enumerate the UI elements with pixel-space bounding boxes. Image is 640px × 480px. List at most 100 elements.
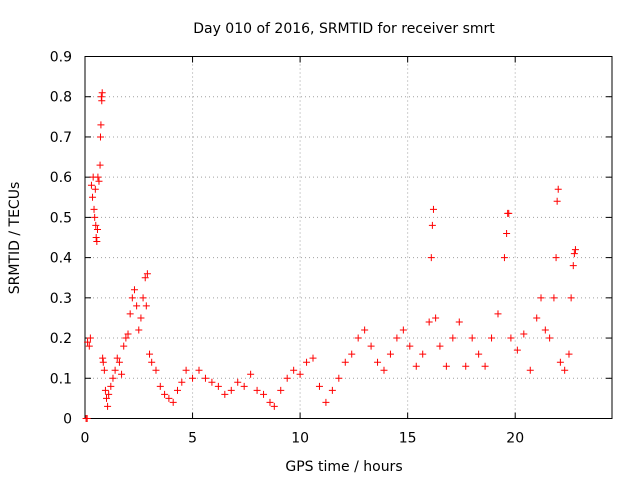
data-point — [503, 229, 511, 237]
data-point — [367, 342, 375, 350]
data-point — [427, 254, 435, 262]
x-tick-label: 10 — [291, 431, 309, 447]
data-point — [546, 334, 554, 342]
data-point — [494, 310, 502, 318]
x-tick-label: 0 — [81, 431, 90, 447]
data-point — [91, 213, 99, 221]
data-point — [296, 370, 304, 378]
data-point — [554, 185, 562, 193]
data-point — [455, 318, 463, 326]
data-point — [240, 382, 248, 390]
data-point — [386, 350, 394, 358]
data-point — [341, 358, 349, 366]
data-point — [428, 221, 436, 229]
data-point — [169, 398, 177, 406]
data-point — [550, 294, 558, 302]
x-tick-label: 5 — [188, 431, 197, 447]
data-point — [100, 366, 108, 374]
data-point — [260, 390, 268, 398]
data-point — [488, 334, 496, 342]
data-point — [569, 262, 577, 270]
data-point — [143, 270, 151, 278]
data-point — [227, 386, 235, 394]
data-point — [361, 326, 369, 334]
data-point — [99, 358, 107, 366]
data-point — [104, 402, 112, 410]
data-point — [513, 346, 521, 354]
data-point — [105, 390, 113, 398]
data-point — [419, 350, 427, 358]
data-point — [425, 318, 433, 326]
data-point — [442, 362, 450, 370]
y-tick-label: 0.4 — [50, 251, 72, 267]
data-point — [126, 310, 134, 318]
data-point — [122, 334, 130, 342]
data-point — [156, 382, 164, 390]
y-tick-label: 0.1 — [50, 371, 72, 387]
y-tick-label: 0.6 — [50, 170, 72, 186]
data-point — [201, 374, 209, 382]
y-tick-label: 0.5 — [50, 210, 72, 226]
data-point — [91, 185, 99, 193]
data-point — [97, 121, 105, 129]
data-point — [161, 390, 169, 398]
data-point — [290, 366, 298, 374]
y-tick-label: 0.7 — [50, 130, 72, 146]
plot-frame — [84, 56, 613, 419]
data-point — [178, 378, 186, 386]
data-point — [111, 366, 119, 374]
data-point — [103, 394, 111, 402]
data-point — [505, 209, 513, 217]
data-point — [380, 366, 388, 374]
data-point — [571, 246, 579, 254]
data-point — [335, 374, 343, 382]
data-point — [303, 358, 311, 366]
data-point — [142, 302, 150, 310]
data-point — [128, 294, 136, 302]
data-point — [565, 350, 573, 358]
data-point — [113, 354, 121, 362]
data-point — [133, 302, 141, 310]
data-point — [99, 354, 107, 362]
data-point — [468, 334, 476, 342]
data-point — [570, 250, 578, 258]
data-point — [354, 334, 362, 342]
data-point — [277, 386, 285, 394]
data-point — [94, 173, 102, 181]
data-point — [135, 326, 143, 334]
data-point — [541, 326, 549, 334]
data-point — [449, 334, 457, 342]
data-point — [507, 334, 515, 342]
data-point — [95, 177, 103, 185]
data-point — [500, 254, 508, 262]
data-point — [92, 234, 100, 241]
data-point — [270, 402, 278, 410]
data-point — [412, 362, 420, 370]
y-tick-label: 0 — [63, 412, 72, 428]
data-point — [322, 398, 330, 406]
data-point — [567, 294, 575, 302]
data-point — [436, 342, 444, 350]
data-point — [93, 238, 101, 246]
data-point — [137, 314, 145, 322]
data-point — [556, 358, 564, 366]
data-point — [93, 225, 101, 233]
y-axis-label: SRMTID / TECUs — [7, 182, 23, 295]
y-tick-label: 0.8 — [50, 90, 72, 106]
data-point — [96, 161, 104, 169]
data-point — [266, 398, 274, 406]
data-point — [152, 366, 160, 374]
data-point — [107, 382, 115, 390]
y-tick-label: 0.2 — [50, 331, 72, 347]
data-point — [374, 358, 382, 366]
data-point — [124, 330, 132, 338]
data-point — [552, 254, 560, 262]
data-point — [139, 294, 147, 302]
data-point — [146, 350, 154, 358]
data-point — [315, 382, 323, 390]
data-point — [84, 338, 92, 346]
data-point — [189, 374, 197, 382]
data-point — [98, 89, 106, 97]
data-point — [462, 362, 470, 370]
data-point — [98, 97, 106, 105]
